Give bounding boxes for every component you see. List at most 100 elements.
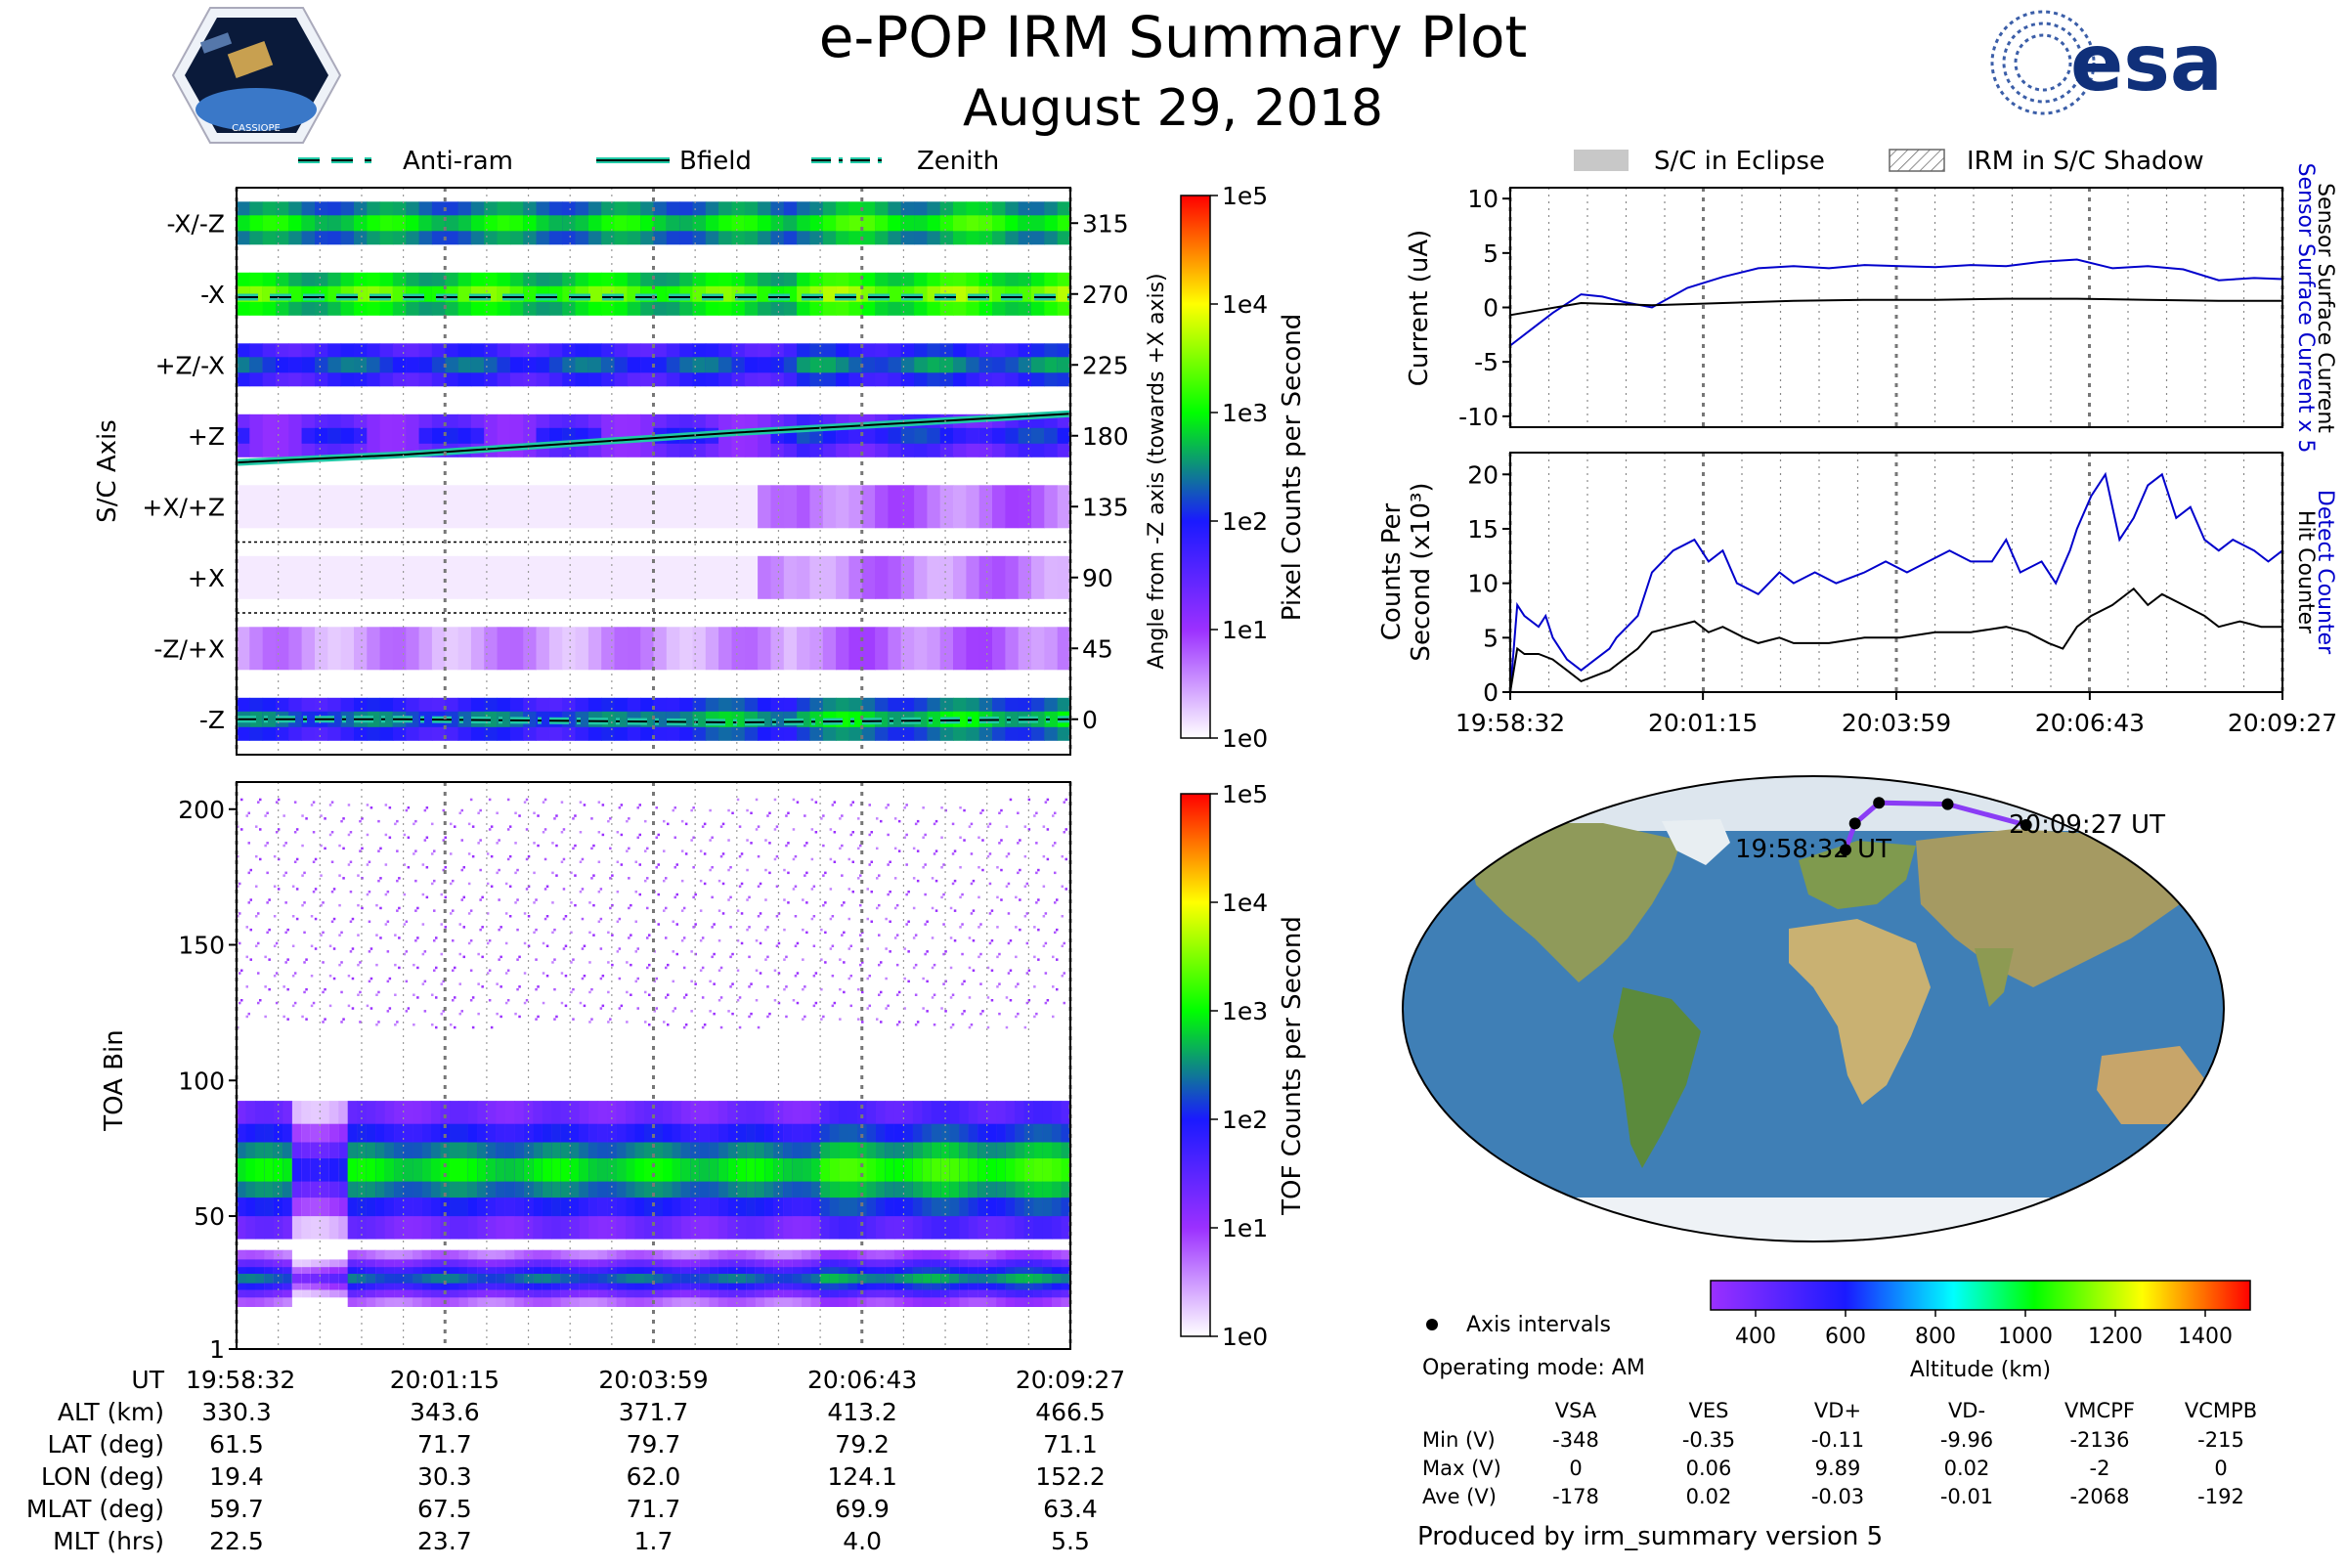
toa-speckle [792,798,796,802]
toa-speckle [675,923,678,926]
toa-speckle [590,847,593,850]
toa-speckle [303,901,306,904]
toa-speckle [922,806,925,809]
toa-speckle [887,804,890,806]
toa-speckle [525,999,529,1002]
toa-band-cell [394,1158,405,1182]
toa-speckle [551,901,554,904]
toa-speckle [599,977,603,980]
toa-speckle [1000,898,1003,901]
toa-speckle [293,831,297,834]
toa-speckle [626,961,629,964]
toa-speckle [764,868,767,872]
toa-speckle [802,928,804,932]
toa-speckle [680,849,684,852]
toa-speckle [931,936,934,939]
toa-band-cell [949,1274,960,1284]
sc-band-core [640,215,654,232]
toa-band-cell [542,1158,552,1182]
legend-zenith: Zenith [917,147,999,176]
toa-speckle [736,969,740,972]
voltage-cell: -0.03 [1811,1485,1864,1508]
panel-ytick-label: 10 [1467,570,1499,598]
toa-speckle [1033,985,1036,988]
toa-speckle [423,839,427,842]
voltage-header: VMCPF [2064,1399,2135,1422]
toa-speckle [672,808,674,812]
toa-speckle [729,955,732,959]
toa-speckle [1042,944,1046,947]
sc-band-cell [758,414,771,457]
toa-speckle [738,885,742,888]
toa-speckle [1064,798,1067,802]
toa-speckle [425,836,429,839]
toa-speckle [766,926,769,929]
sc-band-cell [548,555,563,599]
toa-speckle [951,882,955,886]
sc-band-cell [914,485,928,529]
sc-band-cell [953,555,967,599]
toa-speckle [1017,1012,1020,1016]
toa-speckle [866,977,869,980]
toa-speckle [897,990,901,994]
toa-band-cell [1005,1158,1016,1182]
sc-band-cell [770,555,785,599]
toa-speckle [398,936,401,939]
toa-speckle [616,860,620,863]
toa-speckle [414,909,417,912]
toa-speckle [787,842,790,845]
toa-speckle [320,934,323,936]
sc-band-cell [288,555,303,599]
toa-speckle [237,825,239,828]
sc-band-core [888,215,902,232]
toa-speckle [717,969,721,972]
toa-speckle [750,811,753,814]
ephemeris-cell: 22.5 [209,1527,264,1555]
toa-speckle [440,923,443,926]
toa-speckle [988,912,992,915]
colorbar-tick-label: 1e3 [1222,997,1268,1025]
toa-speckle [768,811,771,814]
toa-speckle [601,833,605,837]
sc-band-core [587,285,602,302]
toa-speckle [255,825,258,828]
sc-band-cell [836,485,849,529]
toa-speckle [462,926,465,929]
toa-speckle [514,901,517,904]
toa-speckle [239,1001,241,1005]
sc-band-cell [640,485,654,529]
toa-speckle [377,819,380,823]
toa-speckle [282,874,285,877]
sc-band-cell [809,485,824,529]
toa-speckle [961,982,964,985]
page-date: August 29, 2018 [963,79,1383,138]
toa-speckle [682,906,686,910]
toa-speckle [755,999,759,1002]
toa-speckle [259,828,262,831]
toa-speckle [866,888,869,891]
toa-band-cell [1033,1158,1044,1182]
toa-speckle [833,801,837,804]
toa-speckle [523,912,527,915]
ephemeris-row-label: ALT (km) [58,1398,164,1426]
toa-speckle [905,893,908,896]
toa-speckle [887,833,890,837]
toa-speckle [384,863,388,866]
toa-speckle [452,939,455,942]
sc-band-core [1005,215,1020,232]
toa-speckle [498,839,500,842]
toa-speckle [968,1025,972,1029]
panel-xtick-label: 20:03:59 [1842,709,1951,737]
toa-speckle [562,828,566,831]
toa-speckle [773,969,777,972]
toa-band-cell [893,1158,904,1182]
toa-speckle [805,871,808,875]
toa-speckle [597,801,601,804]
toa-speckle [388,806,392,809]
toa-band-cell [597,1274,608,1284]
toa-speckle [820,928,823,932]
toa-band-cell [310,1158,321,1182]
toa-speckle [857,817,860,820]
sc-band-cell [587,627,602,671]
toa-speckle [398,877,401,880]
